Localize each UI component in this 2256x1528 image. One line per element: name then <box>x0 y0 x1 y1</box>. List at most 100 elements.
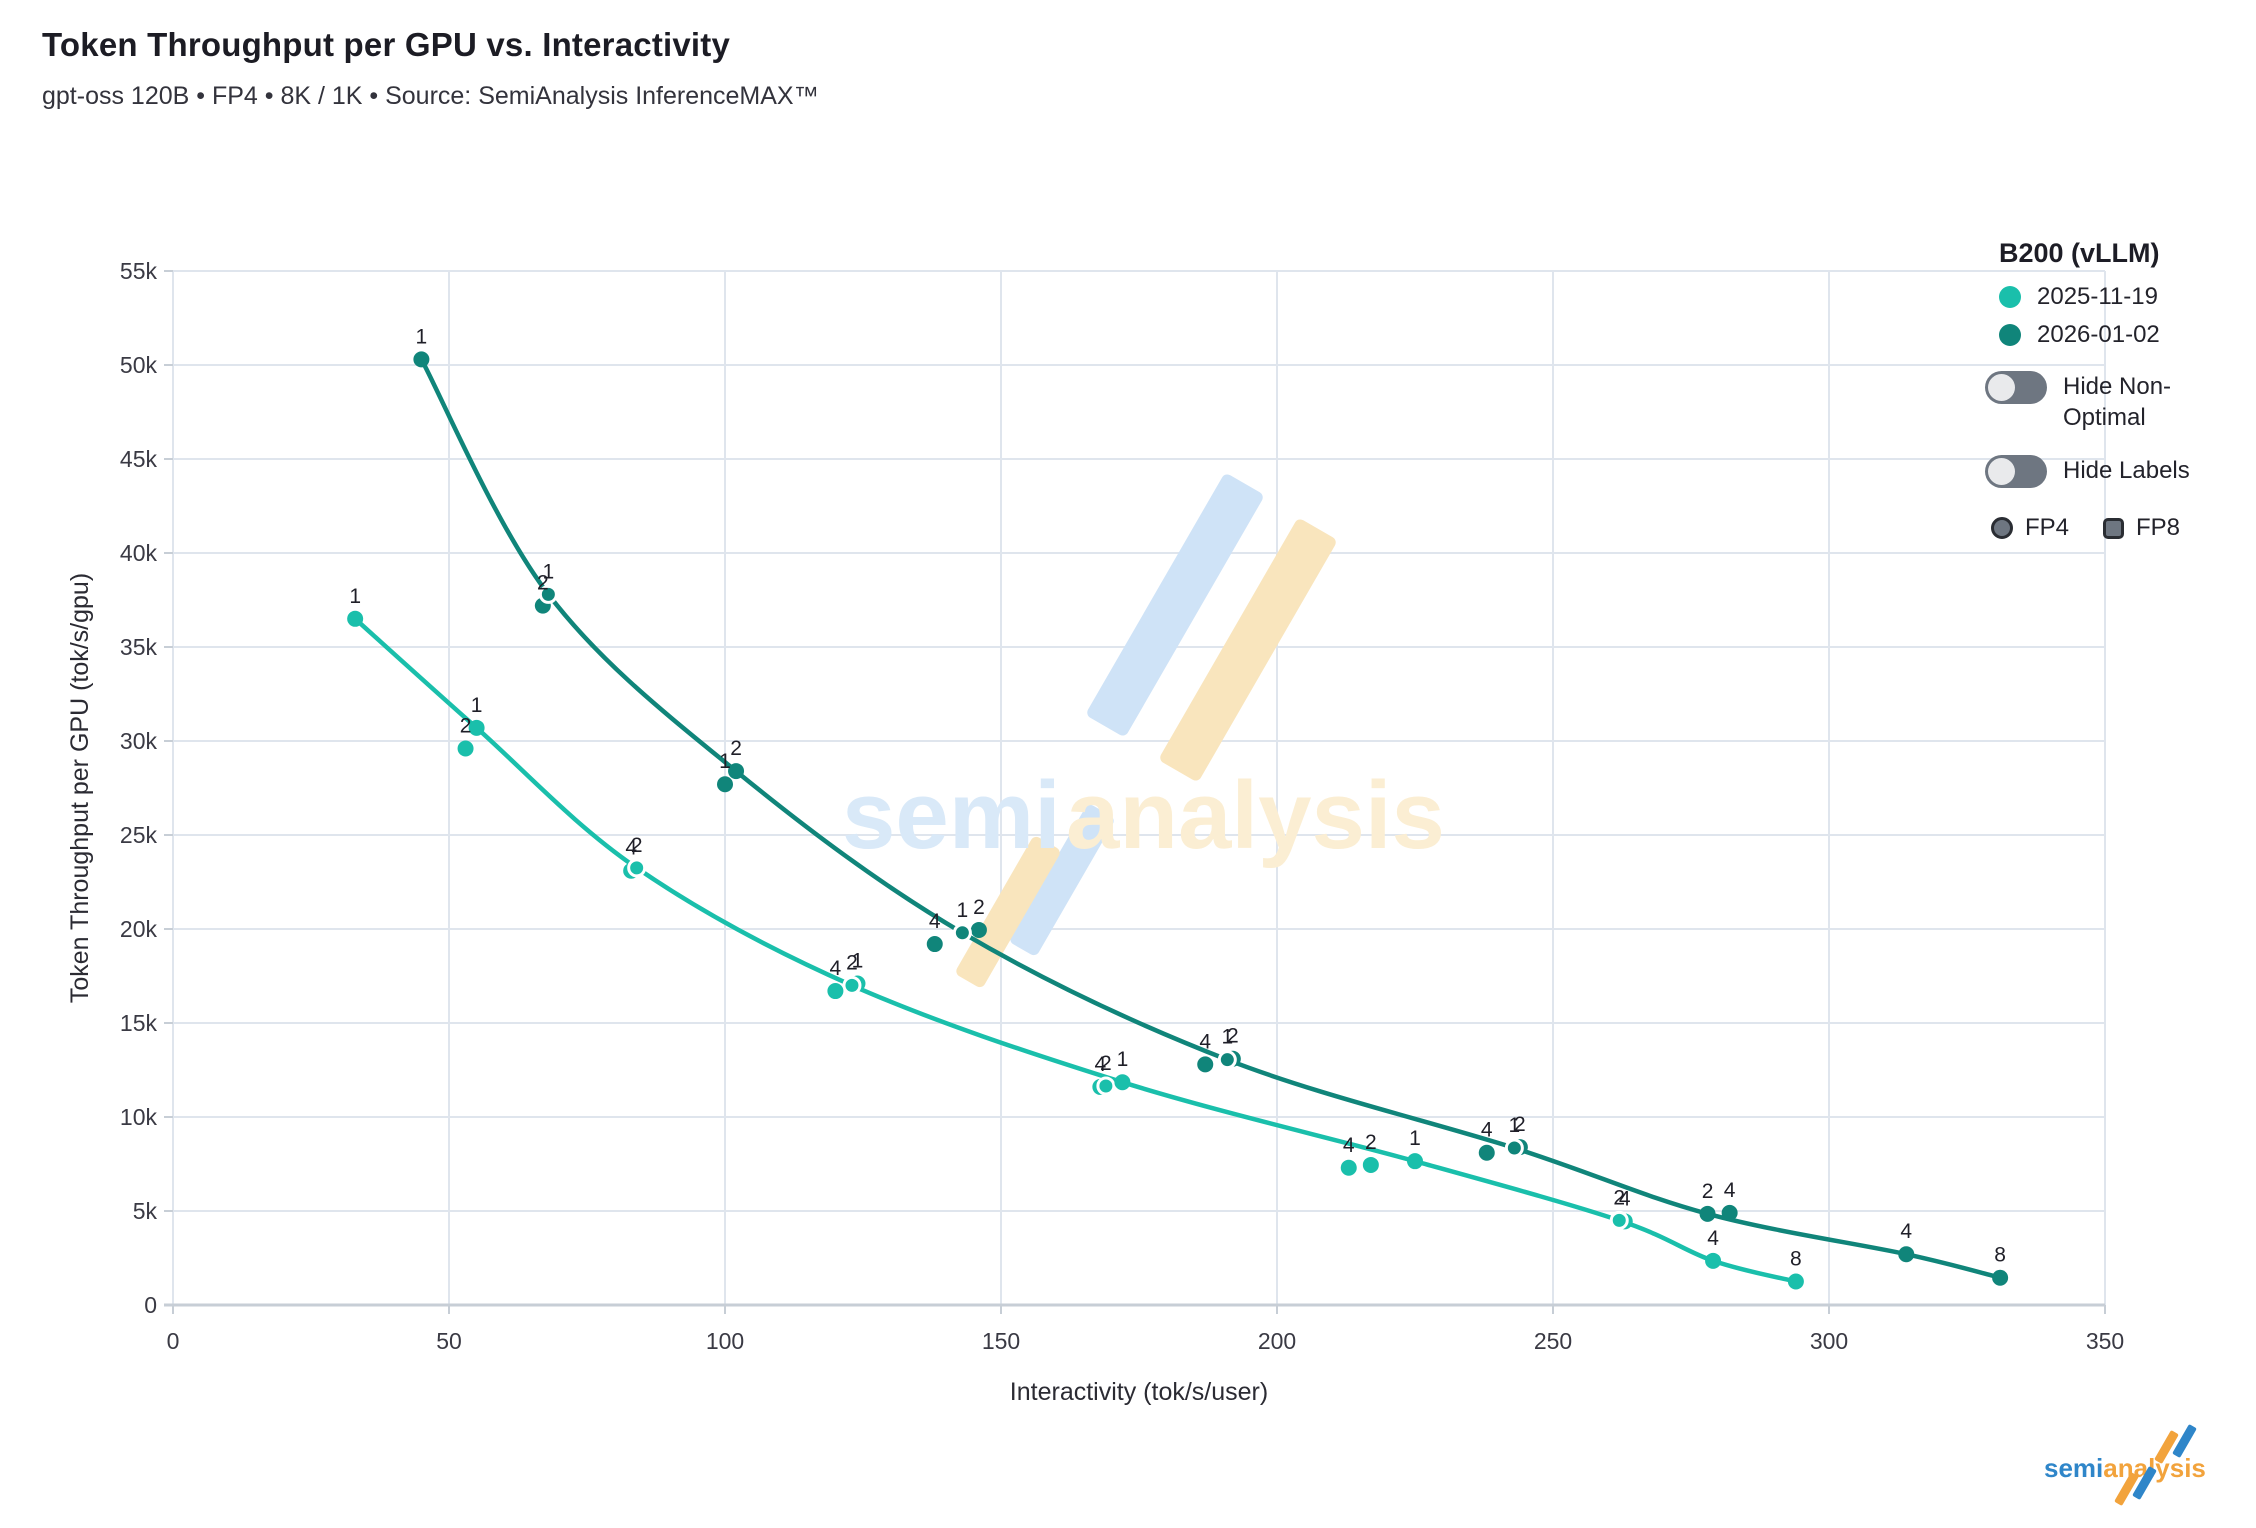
legend-entry-label: 2025-11-19 <box>2037 283 2158 310</box>
point-label: 2 <box>730 737 742 760</box>
y-tick-label: 35k <box>120 634 158 660</box>
point-label: 2 <box>1613 1186 1625 1209</box>
fp8-legend-item[interactable]: FP8 <box>2103 514 2180 542</box>
data-point[interactable] <box>1705 1252 1722 1269</box>
data-point[interactable] <box>970 921 987 938</box>
point-label: 4 <box>1707 1227 1719 1250</box>
data-point[interactable] <box>1721 1204 1738 1221</box>
legend-entry-2025-11-19[interactable]: 2025-11-19 <box>1999 283 2245 311</box>
hide-labels-row: Hide Labels <box>1985 455 2245 488</box>
data-point[interactable] <box>717 776 733 793</box>
data-point[interactable] <box>926 936 943 953</box>
point-label: 4 <box>1481 1119 1493 1142</box>
point-label: 1 <box>543 560 555 583</box>
point-label: 2 <box>1365 1131 1377 1154</box>
series-line <box>419 357 2003 1280</box>
data-point[interactable] <box>1898 1246 1915 1263</box>
point-label: 8 <box>1790 1248 1802 1271</box>
logo-text-semi: semi <box>2044 1453 2104 1483</box>
fp8-square-icon <box>2103 517 2125 539</box>
fp8-label: FP8 <box>2136 514 2181 541</box>
data-point[interactable] <box>468 719 485 736</box>
data-point[interactable] <box>1992 1269 2009 1286</box>
data-point[interactable] <box>1504 1138 1524 1158</box>
watermark-slash-icon <box>1087 474 1263 736</box>
hide-labels-toggle[interactable] <box>1985 455 2047 488</box>
point-label: 2 <box>1514 1113 1526 1136</box>
data-point[interactable] <box>952 923 972 943</box>
data-point[interactable] <box>1787 1273 1804 1290</box>
series-color-dot-icon <box>1999 286 2021 308</box>
series-line <box>352 616 1799 1284</box>
point-label: 1 <box>1221 1026 1233 1049</box>
point-label: 4 <box>1343 1134 1355 1157</box>
data-point[interactable] <box>538 584 558 604</box>
y-tick-label: 55k <box>120 258 158 284</box>
data-point[interactable] <box>1096 1076 1116 1096</box>
point-label: 1 <box>471 694 483 717</box>
data-point[interactable] <box>627 858 647 878</box>
data-point[interactable] <box>842 975 862 995</box>
y-tick-label: 10k <box>120 1104 158 1130</box>
point-label: 1 <box>719 750 731 773</box>
hide-non-optimal-label: Hide Non- Optimal <box>2063 371 2171 433</box>
y-tick-label: 20k <box>120 916 158 942</box>
point-label: 1 <box>1409 1127 1421 1150</box>
logo-text: semianalysis <box>2044 1453 2206 1484</box>
toggle-label-line: Hide Non- <box>2063 373 2172 400</box>
point-label: 8 <box>1994 1244 2006 1267</box>
y-tick-label: 5k <box>133 1198 158 1224</box>
watermark-slash-icon <box>1160 519 1336 781</box>
legend-entry-2026-01-02[interactable]: 2026-01-02 <box>1999 321 2245 349</box>
data-point[interactable] <box>1407 1153 1423 1170</box>
data-point[interactable] <box>457 740 474 757</box>
hide-non-optimal-row: Hide Non- Optimal <box>1985 371 2245 433</box>
y-tick-label: 30k <box>120 728 158 754</box>
toggle-knob-icon <box>1988 374 2015 401</box>
data-point[interactable] <box>728 763 745 780</box>
data-point[interactable] <box>1699 1205 1716 1222</box>
y-tick-label: 40k <box>120 540 158 566</box>
fp4-legend-item[interactable]: FP4 <box>1991 514 2069 542</box>
x-tick-label: 100 <box>706 1328 744 1354</box>
data-point[interactable] <box>1114 1074 1131 1091</box>
chart-subtitle: gpt-oss 120B • FP4 • 8K / 1K • Source: S… <box>42 82 819 110</box>
data-point[interactable] <box>1478 1144 1495 1161</box>
y-axis-title: Token Throughput per GPU (tok/s/gpu) <box>66 573 94 1003</box>
point-label: 2 <box>460 715 472 738</box>
watermark-text-semi: semi <box>842 762 1061 869</box>
point-label: 1 <box>852 950 864 973</box>
legend-title: B200 (vLLM) <box>1999 238 2160 268</box>
data-point[interactable] <box>827 983 844 1000</box>
hide-non-optimal-toggle[interactable] <box>1985 371 2047 404</box>
y-tick-label: 15k <box>120 1010 158 1036</box>
data-point[interactable] <box>1362 1156 1379 1173</box>
data-point[interactable] <box>1217 1050 1237 1070</box>
point-label: 4 <box>1900 1220 1912 1243</box>
data-point[interactable] <box>1197 1056 1214 1073</box>
point-label: 2 <box>973 896 985 919</box>
series-color-dot-icon <box>1999 324 2021 346</box>
point-label: 2 <box>631 834 643 857</box>
point-label: 2 <box>537 572 549 595</box>
watermark-slash-icon <box>956 836 1060 988</box>
point-label: 4 <box>625 837 637 860</box>
point-label: 1 <box>957 899 969 922</box>
x-tick-label: 200 <box>1258 1328 1296 1354</box>
point-label: 2 <box>1227 1025 1239 1048</box>
data-point[interactable] <box>1340 1159 1357 1176</box>
watermark: semi analysis <box>842 474 1445 988</box>
x-tick-label: 50 <box>436 1328 462 1354</box>
x-tick-label: 0 <box>167 1328 180 1354</box>
data-point[interactable] <box>347 610 364 627</box>
legend-entry-label: 2026-01-02 <box>2037 321 2160 348</box>
point-label: 2 <box>1100 1052 1112 1075</box>
toggle-label-line: Hide Labels <box>2063 457 2190 484</box>
point-label: 1 <box>416 325 428 348</box>
data-point[interactable] <box>413 351 430 368</box>
toggle-knob-icon <box>1988 458 2015 485</box>
data-point[interactable] <box>1609 1210 1629 1230</box>
